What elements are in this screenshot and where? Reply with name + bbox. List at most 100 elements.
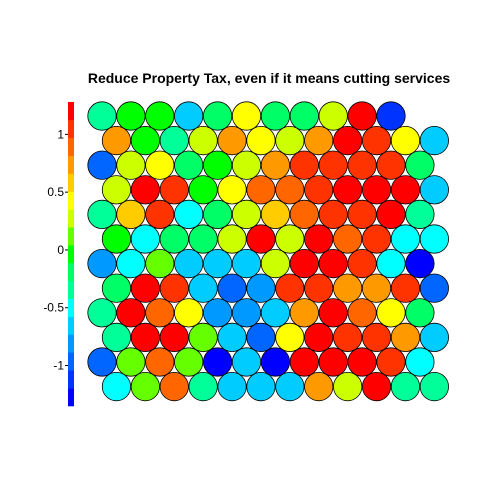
hex-cell — [260, 347, 290, 377]
hex-cell — [318, 150, 348, 180]
hex-cell — [275, 224, 305, 254]
hex-cell — [361, 322, 392, 352]
hex-cell — [419, 126, 449, 156]
hex-cell — [318, 249, 348, 279]
hex-cell — [145, 101, 175, 131]
hex-cell — [405, 347, 435, 377]
hex-cell — [116, 101, 146, 131]
hex-cell — [419, 175, 449, 205]
hex-cell — [159, 322, 189, 352]
hex-cell — [174, 101, 204, 131]
hex-cell — [390, 273, 421, 303]
hex-cell — [231, 298, 262, 328]
hex-cell — [361, 224, 392, 254]
colorbar-tick-label: 0.5 — [47, 185, 64, 199]
hex-cell — [87, 298, 117, 328]
hex-cell — [260, 298, 290, 328]
hex-cell — [188, 224, 218, 254]
hex-cell — [333, 175, 363, 205]
colorbar-segment — [68, 209, 74, 228]
colorbar-tick-label: -0.5 — [43, 301, 64, 315]
hex-cell — [217, 126, 247, 156]
hex-cell — [217, 175, 247, 205]
hex-cell — [390, 175, 421, 205]
hex-cell — [130, 224, 160, 254]
hex-cell — [145, 347, 175, 377]
hex-cell — [347, 199, 377, 229]
hex-cell — [145, 199, 175, 229]
hex-cell — [419, 224, 449, 254]
colorbar-segment — [68, 173, 74, 192]
hex-cell — [217, 224, 247, 254]
colorbar-segment — [68, 119, 74, 139]
hex-cell — [130, 175, 160, 205]
hex-cell — [116, 249, 146, 279]
colorbar-segment — [68, 334, 74, 353]
hex-cell — [87, 199, 117, 229]
hex-cell — [333, 371, 363, 402]
hex-cell — [159, 175, 189, 205]
hex-cell — [260, 249, 290, 279]
hex-cell — [347, 150, 377, 180]
hex-cell — [361, 371, 392, 402]
hex-cell — [318, 199, 348, 229]
hex-cell — [390, 224, 421, 254]
hex-cell — [304, 273, 334, 303]
hex-cell — [405, 298, 435, 328]
hex-cell — [203, 101, 233, 131]
hex-cell — [318, 298, 348, 328]
hex-cell — [87, 150, 117, 180]
colorbar-segment — [68, 227, 74, 246]
colorbar — [68, 102, 74, 407]
hex-cell — [159, 126, 189, 156]
hex-cell — [275, 322, 305, 352]
colorbar-tick-label: 0 — [57, 243, 64, 257]
hex-cell — [376, 199, 406, 229]
hex-cell — [116, 298, 146, 328]
hex-cell — [304, 126, 334, 156]
hex-cell — [333, 224, 363, 254]
hex-cell — [289, 347, 319, 377]
hex-cell — [217, 322, 247, 352]
hex-cell — [246, 175, 276, 205]
hex-cell — [101, 273, 132, 303]
hex-cell — [260, 101, 290, 131]
hex-cell — [203, 298, 233, 328]
colorbar-segment — [68, 316, 74, 335]
hex-cell — [174, 199, 204, 229]
hex-cell — [419, 322, 449, 352]
hex-cell — [188, 175, 218, 205]
hex-cell — [231, 199, 262, 229]
hex-cell — [361, 175, 392, 205]
hex-cell — [101, 224, 132, 254]
hex-cell — [130, 126, 160, 156]
hex-cell — [145, 150, 175, 180]
hex-cell — [333, 273, 363, 303]
colorbar-segment — [68, 137, 74, 156]
hex-cell — [231, 249, 262, 279]
hex-cell — [390, 322, 421, 352]
hex-cell — [188, 322, 218, 352]
hex-cell — [347, 298, 377, 328]
colorbar-tick-label: -1 — [53, 359, 64, 373]
colorbar-segment — [68, 262, 74, 282]
hex-cell — [159, 371, 189, 402]
hex-cell — [174, 150, 204, 180]
hex-cell — [159, 273, 189, 303]
hex-cell — [347, 347, 377, 377]
hex-cell — [188, 126, 218, 156]
hex-cell — [289, 298, 319, 328]
hex-cell — [376, 101, 406, 131]
colorbar-segment — [68, 191, 74, 210]
hex-cell — [145, 298, 175, 328]
hex-cell — [419, 371, 449, 402]
hex-cell — [101, 175, 132, 205]
chart-title: Reduce Property Tax, even if it means cu… — [87, 70, 451, 86]
hex-cell — [405, 249, 435, 279]
hex-cell — [188, 273, 218, 303]
colorbar-segment — [68, 102, 74, 121]
hex-cell — [289, 150, 319, 180]
hex-cell — [246, 224, 276, 254]
hex-cell — [174, 249, 204, 279]
colorbar-segment — [68, 155, 74, 174]
